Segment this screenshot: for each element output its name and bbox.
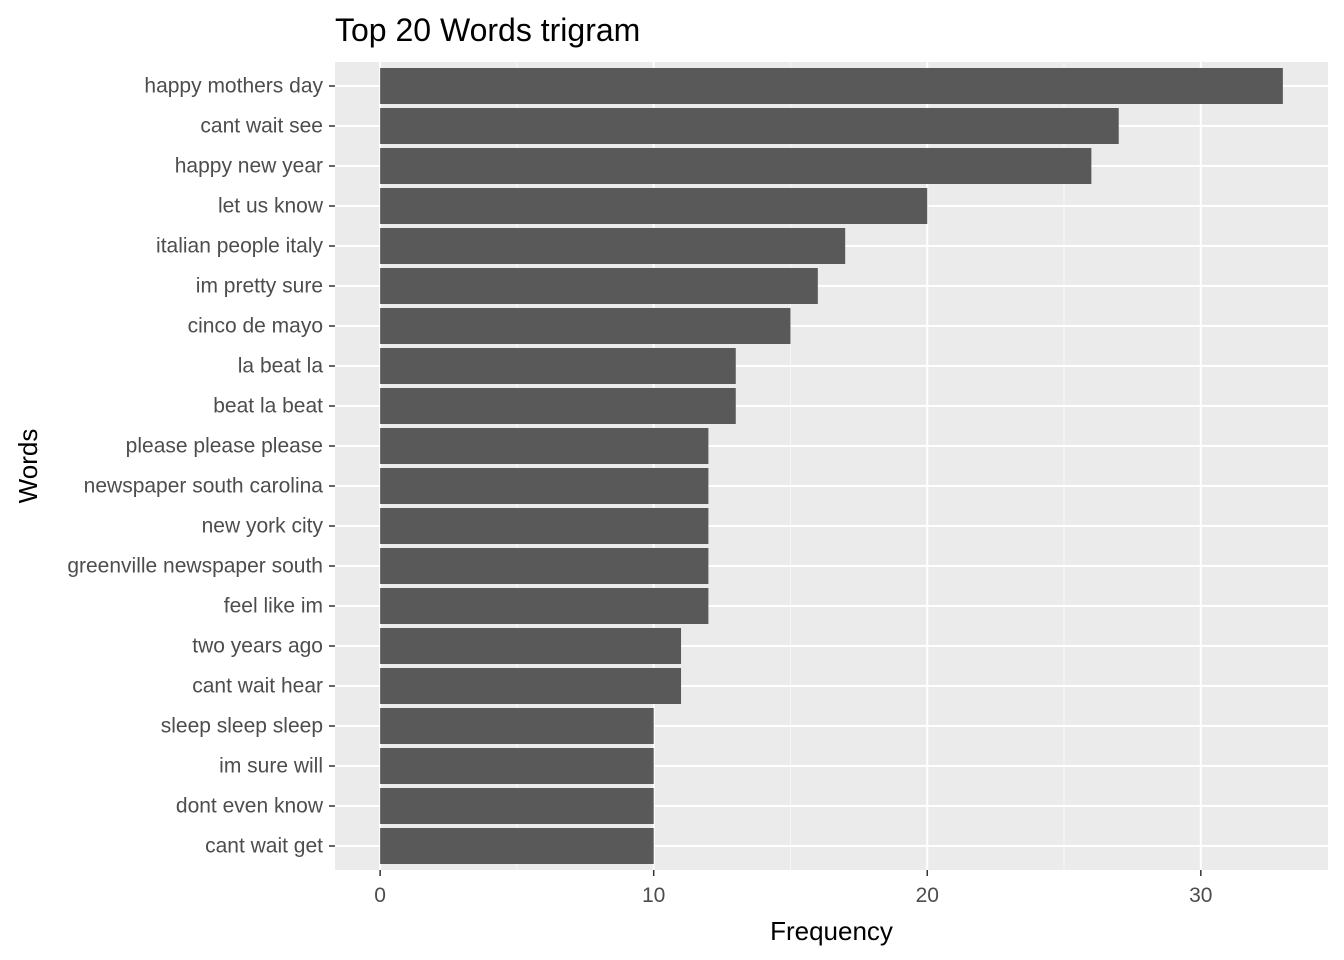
bar bbox=[380, 428, 709, 464]
bar bbox=[380, 508, 709, 544]
y-axis: happy mothers day cant wait see happy new … bbox=[67, 75, 335, 858]
bar bbox=[380, 148, 1092, 184]
bar bbox=[380, 68, 1283, 104]
bar bbox=[380, 628, 682, 664]
y-tick-label: newspaper south carolina bbox=[84, 475, 324, 498]
bar bbox=[380, 188, 928, 224]
y-tick-label: italian people italy bbox=[156, 235, 323, 258]
bar bbox=[380, 708, 654, 744]
chart-title: Top 20 Words trigram bbox=[335, 12, 640, 48]
y-tick-label: dont even know bbox=[176, 795, 324, 818]
y-tick-label: happy new year bbox=[175, 155, 323, 178]
bar bbox=[380, 388, 736, 424]
bars bbox=[380, 68, 1283, 864]
bar bbox=[380, 748, 654, 784]
bar bbox=[380, 268, 818, 304]
bar bbox=[380, 308, 791, 344]
bar bbox=[380, 548, 709, 584]
y-tick-label: im sure will bbox=[219, 755, 323, 778]
y-tick-label: let us know bbox=[218, 195, 324, 218]
x-tick-label: 10 bbox=[642, 884, 665, 907]
y-tick-label: cant wait get bbox=[205, 835, 323, 858]
bar bbox=[380, 828, 654, 864]
y-tick-label: cinco de mayo bbox=[188, 315, 323, 338]
x-tick-label: 20 bbox=[916, 884, 939, 907]
bar bbox=[380, 108, 1119, 144]
x-tick-label: 0 bbox=[374, 884, 386, 907]
y-tick-label: greenville newspaper south bbox=[67, 555, 323, 578]
y-tick-label: happy mothers day bbox=[144, 75, 323, 98]
x-tick-label: 30 bbox=[1189, 884, 1212, 907]
bar bbox=[380, 348, 736, 384]
y-tick-label: im pretty sure bbox=[196, 275, 323, 298]
x-axis: 0 10 20 30 bbox=[374, 870, 1212, 907]
bar bbox=[380, 228, 846, 264]
y-tick-label: sleep sleep sleep bbox=[161, 715, 323, 738]
bar bbox=[380, 468, 709, 504]
y-tick-label: cant wait see bbox=[200, 115, 323, 138]
bar bbox=[380, 788, 654, 824]
y-tick-label: cant wait hear bbox=[192, 675, 323, 698]
y-tick-label: new york city bbox=[202, 515, 324, 538]
y-tick-label: feel like im bbox=[224, 595, 323, 618]
y-tick-label: please please please bbox=[126, 435, 323, 458]
bar bbox=[380, 668, 682, 704]
y-axis-title: Words bbox=[13, 429, 43, 504]
y-tick-label: beat la beat bbox=[213, 395, 323, 418]
y-tick-label: two years ago bbox=[192, 635, 323, 658]
x-axis-title: Frequency bbox=[770, 916, 893, 946]
y-tick-label: la beat la bbox=[238, 355, 324, 378]
bar bbox=[380, 588, 709, 624]
